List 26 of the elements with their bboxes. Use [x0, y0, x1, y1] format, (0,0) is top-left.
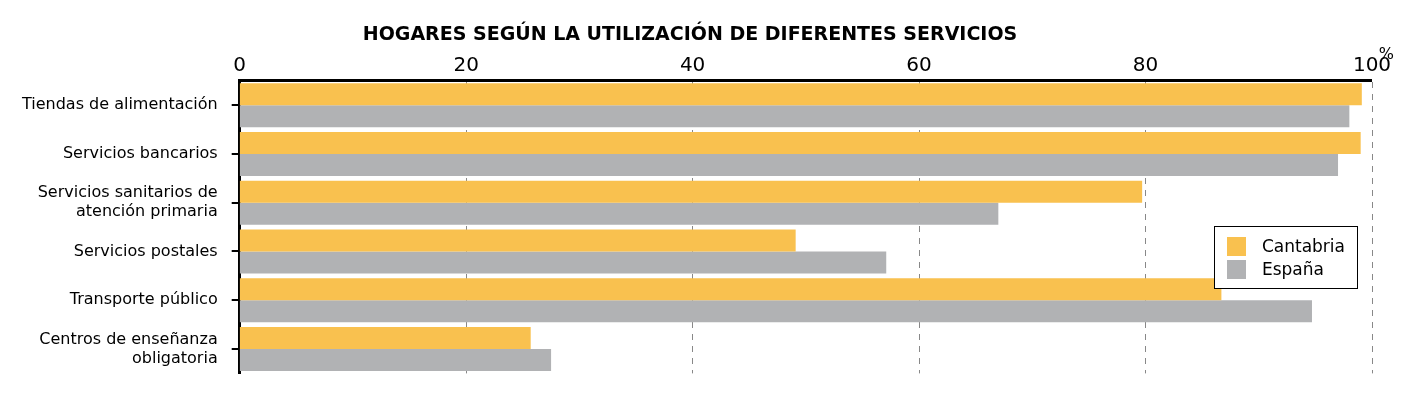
bar: [239, 180, 1143, 203]
x-tick-label: 80: [1132, 52, 1159, 76]
x-tick-label: 0: [233, 52, 247, 76]
x-tick-label: 20: [453, 52, 479, 76]
bar: [239, 278, 1222, 301]
y-tick-label: Tiendas de alimentación: [20, 94, 218, 114]
bar: [239, 349, 552, 371]
bar: [239, 132, 1361, 154]
bar: [239, 105, 1350, 128]
y-tick-label: Transporte público: [68, 289, 218, 309]
bar: [239, 153, 1339, 176]
bar: [239, 251, 887, 274]
legend-label: Cantabria: [1261, 236, 1345, 256]
x-tick-label: 60: [906, 52, 932, 76]
y-tick-label: Servicios postales: [73, 240, 218, 260]
bar: [239, 83, 1362, 106]
y-tick-label: Servicios bancarios: [62, 143, 218, 163]
x-tick-label: 40: [679, 52, 706, 76]
chart-title: HOGARES SEGÚN LA UTILIZACIÓN DE DIFERENTES SERVICIOS: [362, 21, 1018, 45]
bar: [239, 300, 1312, 323]
bar: [239, 229, 796, 252]
bar: [239, 202, 999, 225]
legend-label: España: [1261, 259, 1324, 279]
y-tick-label: Servicios sanitarios de atención primaria: [37, 182, 218, 221]
bar: [239, 327, 531, 350]
y-tick-label: Centros de enseñanza obligatoria: [39, 328, 218, 367]
